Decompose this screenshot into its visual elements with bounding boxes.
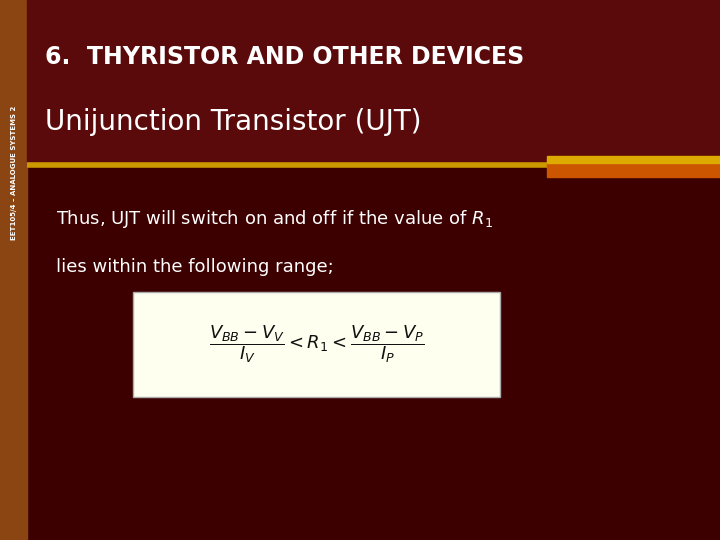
Bar bbox=[547, 156, 720, 163]
Text: $\dfrac{V_{BB}-V_V}{I_V} < R_1 < \dfrac{V_{BB}-V_P}{I_P}$: $\dfrac{V_{BB}-V_V}{I_V} < R_1 < \dfrac{… bbox=[209, 323, 425, 366]
Text: lies within the following range;: lies within the following range; bbox=[56, 258, 334, 276]
Text: EET105/4 – ANALOGUE SYSTEMS 2: EET105/4 – ANALOGUE SYSTEMS 2 bbox=[11, 106, 17, 240]
FancyBboxPatch shape bbox=[133, 292, 500, 397]
Text: 6.  THYRISTOR AND OTHER DEVICES: 6. THYRISTOR AND OTHER DEVICES bbox=[45, 45, 525, 69]
Text: Unijunction Transistor (UJT): Unijunction Transistor (UJT) bbox=[45, 107, 422, 136]
Text: Thus, UJT will switch on and off if the value of $R_1$: Thus, UJT will switch on and off if the … bbox=[56, 208, 493, 230]
Bar bbox=[27, 0, 720, 162]
Bar bbox=[0, 0, 27, 540]
Bar bbox=[547, 160, 720, 177]
